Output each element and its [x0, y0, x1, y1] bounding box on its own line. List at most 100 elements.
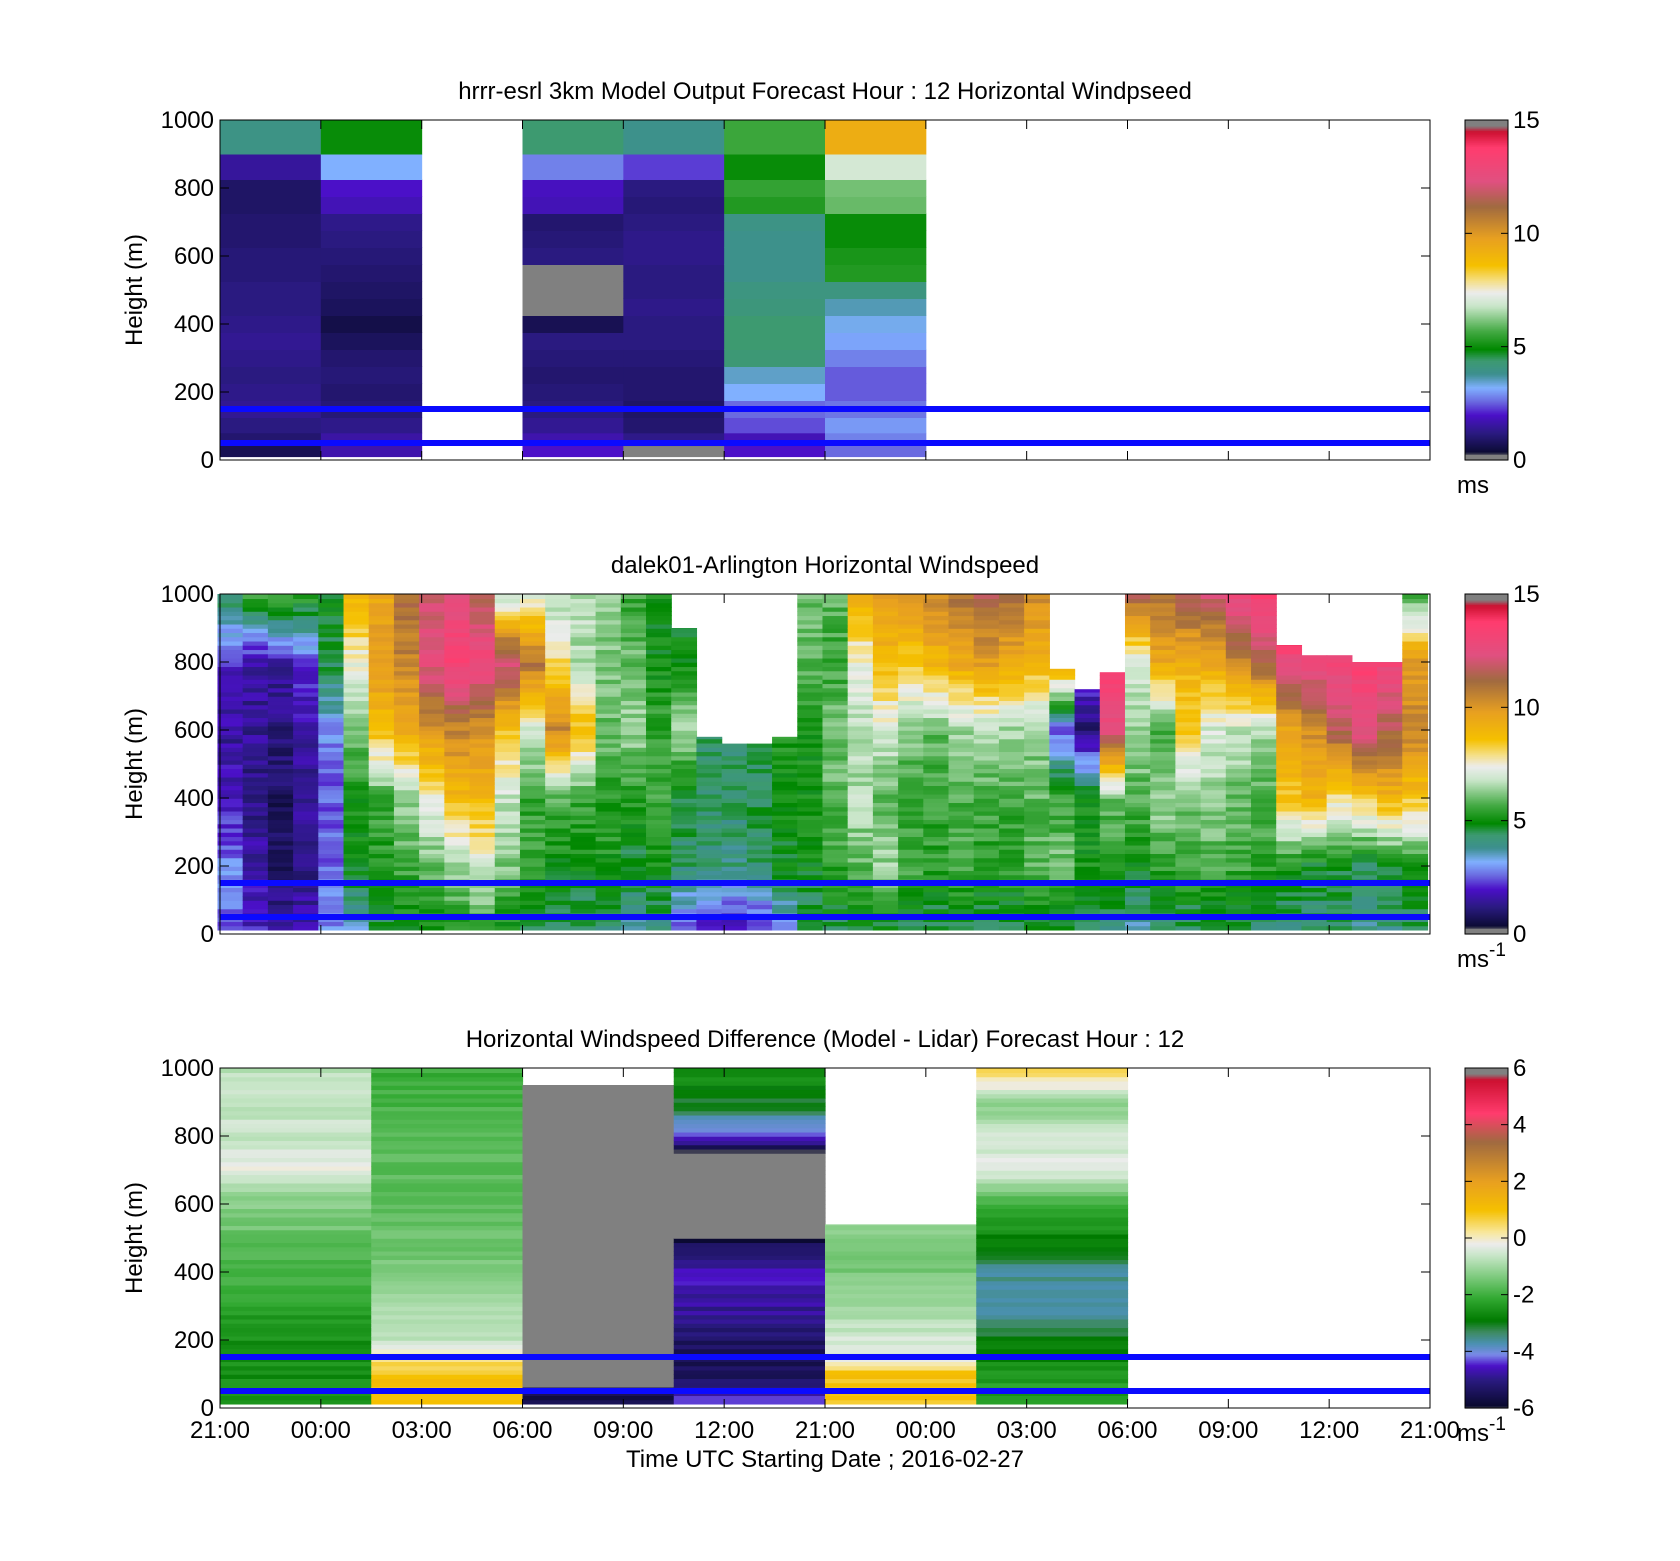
heatmap-cell — [847, 742, 874, 748]
colorbar-segment — [1465, 676, 1508, 679]
heatmap-cell — [976, 1195, 1129, 1201]
heatmap-cell — [419, 870, 445, 876]
heatmap-cell — [620, 823, 647, 829]
colorbar-segment — [1465, 890, 1508, 893]
heatmap-cell — [923, 738, 950, 744]
colorbar-segment — [1465, 1266, 1508, 1269]
heatmap-cell — [797, 844, 824, 850]
heatmap-cell — [570, 687, 597, 693]
heatmap-cell — [1251, 742, 1277, 748]
heatmap-cell — [242, 836, 269, 842]
heatmap-cell — [393, 900, 420, 906]
heatmap-cell — [1276, 691, 1303, 697]
heatmap-cell — [343, 836, 370, 842]
colorbar-segment — [1465, 1172, 1508, 1175]
heatmap-cell — [620, 891, 647, 897]
heatmap-cell — [393, 683, 420, 689]
colorbar-segment — [1465, 1126, 1508, 1129]
heatmap-cell — [1099, 908, 1126, 914]
y-tick-label: 0 — [201, 1395, 214, 1422]
heatmap-cell — [570, 785, 597, 791]
heatmap-cell — [1099, 844, 1126, 850]
heatmap-cell — [1124, 725, 1151, 731]
heatmap-cell — [898, 887, 924, 893]
heatmap-cell — [545, 747, 571, 753]
heatmap-cell — [1402, 891, 1429, 897]
colorbar-segment — [1465, 406, 1508, 409]
colorbar-segment — [1465, 698, 1508, 701]
heatmap-cell — [671, 849, 698, 855]
heatmap-cell — [343, 653, 370, 659]
heatmap-cell — [1200, 730, 1227, 736]
heatmap-cell — [293, 730, 319, 736]
heatmap-cell — [620, 785, 647, 791]
colorbar-segment — [1465, 1140, 1508, 1143]
heatmap-cell — [522, 1369, 675, 1375]
heatmap-cell — [1024, 819, 1050, 825]
heatmap-cell — [671, 836, 698, 842]
heatmap-cell — [242, 764, 269, 770]
heatmap-cell — [696, 772, 723, 778]
colorbar-segment — [1465, 780, 1508, 783]
colorbar-segment — [1465, 612, 1508, 615]
x-axis-label: Time UTC Starting Date ; 2016-02-27 — [626, 1446, 1024, 1473]
heatmap-cell — [371, 1144, 524, 1150]
heatmap-cell — [242, 755, 269, 761]
heatmap-cell — [847, 819, 874, 825]
heatmap-cell — [217, 632, 244, 638]
heatmap-cell — [923, 657, 950, 663]
heatmap-cell — [343, 636, 370, 642]
heatmap-cell — [393, 887, 420, 893]
heatmap-cell — [393, 704, 420, 710]
heatmap-cell — [267, 861, 294, 867]
heatmap-cell — [595, 904, 622, 910]
heatmap-cell — [976, 1174, 1129, 1180]
heatmap-cell — [825, 1365, 977, 1371]
heatmap-cell — [1124, 602, 1151, 608]
heatmap-cell — [973, 870, 1000, 876]
heatmap-cell — [1251, 772, 1277, 778]
heatmap-cell — [320, 196, 423, 214]
heatmap-cell — [1276, 895, 1303, 901]
heatmap-cell — [772, 895, 798, 901]
heatmap-cell — [318, 730, 345, 736]
colorbar-segment — [1465, 1168, 1508, 1171]
heatmap-cell — [1402, 615, 1429, 621]
heatmap-cell — [1225, 895, 1252, 901]
heatmap-cell — [721, 891, 748, 897]
heatmap-cell — [1175, 866, 1202, 872]
heatmap-cell — [318, 704, 345, 710]
heatmap-cell — [519, 632, 546, 638]
heatmap-cell — [721, 857, 748, 863]
heatmap-cell — [1251, 670, 1277, 676]
heatmap-cell — [825, 1233, 977, 1239]
heatmap-cell — [671, 725, 698, 731]
heatmap-cell — [825, 445, 927, 458]
heatmap-cell — [998, 836, 1025, 842]
heatmap-cell — [522, 1127, 675, 1133]
heatmap-cell — [519, 670, 546, 676]
heatmap-cell — [371, 1289, 524, 1295]
heatmap-cell — [293, 636, 319, 642]
heatmap-cell — [293, 687, 319, 693]
heatmap-cell — [1301, 755, 1328, 761]
heatmap-cell — [393, 874, 420, 880]
heatmap-cell — [419, 827, 445, 833]
colorbar-frame — [1464, 119, 1509, 461]
heatmap-cell — [494, 700, 521, 706]
heatmap-cell — [570, 793, 597, 799]
heatmap-cell — [620, 840, 647, 846]
heatmap-cell — [847, 602, 874, 608]
heatmap-cell — [797, 619, 824, 625]
colorbar-segment — [1465, 1350, 1508, 1353]
heatmap-cell — [671, 666, 698, 672]
heatmap-cell — [220, 1170, 372, 1176]
heatmap-cell — [1301, 827, 1328, 833]
colorbar-segment — [1465, 142, 1508, 145]
heatmap-cell — [371, 1119, 524, 1125]
colorbar-segment — [1465, 764, 1508, 767]
heatmap-cell — [923, 815, 950, 821]
heatmap-cell — [923, 696, 950, 702]
heatmap-cell — [620, 849, 647, 855]
heatmap-cell — [822, 844, 849, 850]
